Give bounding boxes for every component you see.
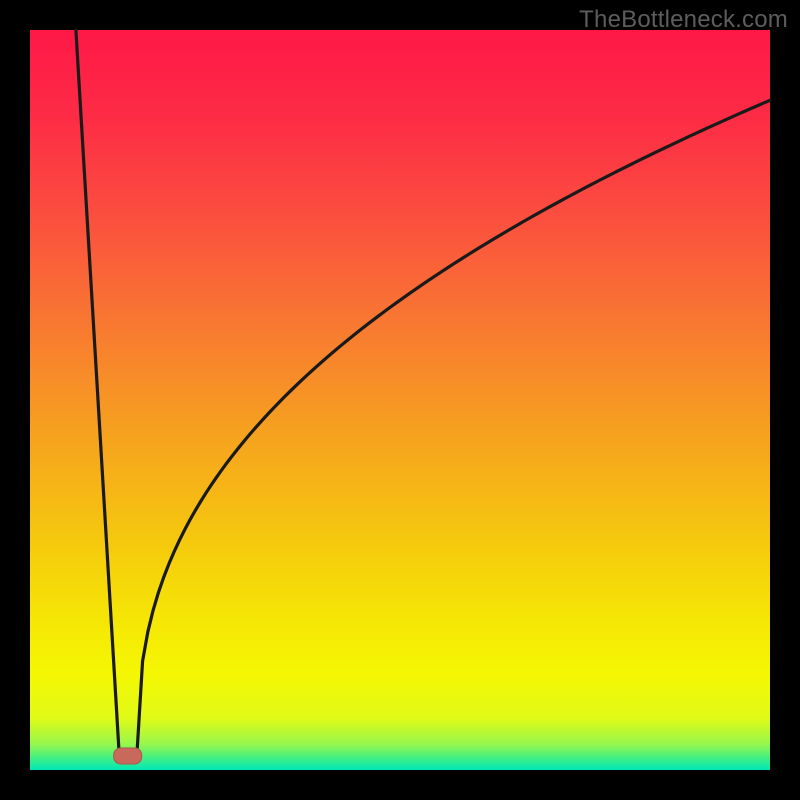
bottleneck-chart — [0, 0, 800, 800]
watermark-label: TheBottleneck.com — [579, 6, 788, 34]
plot-area — [30, 30, 770, 770]
chart-frame: TheBottleneck.com — [0, 0, 800, 800]
minimum-marker — [114, 748, 142, 764]
